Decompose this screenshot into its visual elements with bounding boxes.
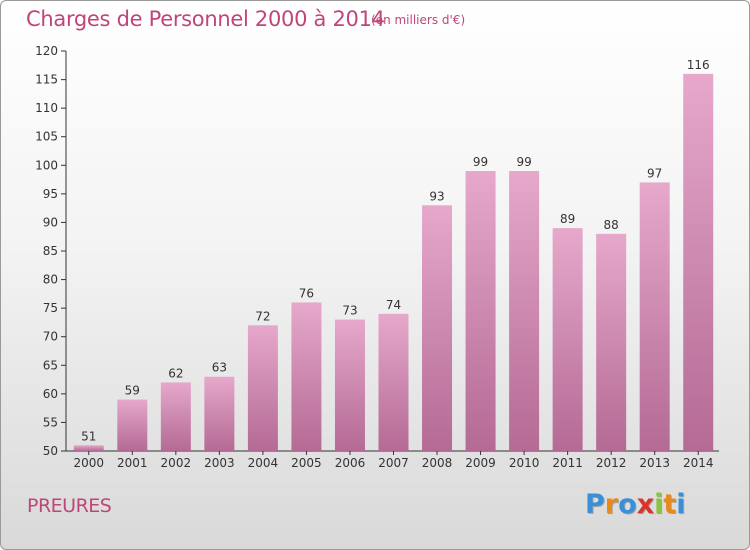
y-tick-label: 70 xyxy=(43,330,58,344)
y-tick-label: 75 xyxy=(43,301,58,315)
x-tick-label: 2008 xyxy=(422,456,453,470)
x-tick-label: 2012 xyxy=(596,456,627,470)
data-label-2013: 97 xyxy=(647,166,662,180)
data-label-2007: 74 xyxy=(386,298,401,312)
bar-2013 xyxy=(639,182,670,451)
logo-letter: t xyxy=(663,489,677,520)
bar-2002 xyxy=(160,382,191,451)
logo-letter: i xyxy=(676,489,686,520)
y-tick-label: 85 xyxy=(43,244,58,258)
data-label-2009: 99 xyxy=(473,155,488,169)
logo-letter: r xyxy=(604,489,619,520)
data-label-2010: 99 xyxy=(516,155,531,169)
chart-subtitle: (en milliers d'€) xyxy=(371,13,466,27)
data-label-2006: 73 xyxy=(342,304,357,318)
data-label-2003: 63 xyxy=(212,361,227,375)
bar-2014 xyxy=(683,73,714,451)
y-tick-label: 90 xyxy=(43,215,58,229)
bar-2008 xyxy=(422,205,453,451)
x-tick-label: 2005 xyxy=(291,456,322,470)
data-label-2011: 89 xyxy=(560,212,575,226)
x-tick-label: 2009 xyxy=(465,456,496,470)
x-tick-label: 2001 xyxy=(117,456,148,470)
bar-2012 xyxy=(596,233,627,451)
y-tick-label: 120 xyxy=(35,44,58,58)
bars xyxy=(73,73,714,451)
x-tick-label: 2000 xyxy=(73,456,104,470)
bar-2010 xyxy=(509,171,540,451)
proxiti-logo: Proxiti xyxy=(585,489,686,520)
data-label-2000: 51 xyxy=(81,429,96,443)
x-tick-label: 2014 xyxy=(683,456,714,470)
bar-2006 xyxy=(334,319,365,451)
bar-2011 xyxy=(552,228,583,451)
y-tick-label: 110 xyxy=(35,101,58,115)
bar-2004 xyxy=(247,325,278,451)
y-tick-label: 95 xyxy=(43,187,58,201)
data-label-2001: 59 xyxy=(125,384,140,398)
y-axis: 50 55 60 65 70 75 80 85 90 95 100 105 110 115 120 xyxy=(35,44,67,458)
logo-letter: o xyxy=(618,489,637,520)
y-tick-label: 65 xyxy=(43,358,58,372)
logo-letter: i xyxy=(654,489,664,520)
bar-2003 xyxy=(204,376,235,451)
chart-title: Charges de Personnel 2000 à 2014 xyxy=(26,7,385,31)
x-tick-label: 2002 xyxy=(161,456,192,470)
y-tick-label: 100 xyxy=(35,158,58,172)
bar-2007 xyxy=(378,313,409,451)
x-tick-label: 2010 xyxy=(509,456,540,470)
data-label-2014: 116 xyxy=(687,58,710,72)
bar-2005 xyxy=(291,302,322,451)
bar-2000 xyxy=(73,445,104,451)
x-tick-label: 2007 xyxy=(378,456,409,470)
y-tick-label: 105 xyxy=(35,130,58,144)
data-label-2008: 93 xyxy=(429,189,444,203)
x-tick-label: 2013 xyxy=(639,456,670,470)
bar-2009 xyxy=(465,171,496,451)
bar-2001 xyxy=(117,399,148,451)
y-tick-label: 115 xyxy=(35,73,58,87)
data-labels: 51 59 62 63 72 76 73 74 93 99 99 89 88 97 116 xyxy=(81,58,710,443)
x-tick-label: 2011 xyxy=(552,456,583,470)
data-label-2005: 76 xyxy=(299,286,314,300)
y-tick-label: 60 xyxy=(43,387,58,401)
x-tick-label: 2006 xyxy=(335,456,366,470)
x-tick-label: 2004 xyxy=(248,456,279,470)
data-label-2012: 88 xyxy=(604,218,619,232)
logo-letter: x xyxy=(636,489,655,520)
y-tick-label: 50 xyxy=(43,444,58,458)
y-tick-label: 80 xyxy=(43,273,58,287)
data-label-2002: 62 xyxy=(168,366,183,380)
location-name: PREURES xyxy=(27,495,112,517)
data-label-2004: 72 xyxy=(255,309,270,323)
y-tick-label: 55 xyxy=(43,415,58,429)
x-tick-label: 2003 xyxy=(204,456,235,470)
x-axis: 2000 2001 2002 2003 2004 2005 2006 2007 2008 2009… xyxy=(66,450,719,470)
logo-letter: P xyxy=(585,489,605,520)
